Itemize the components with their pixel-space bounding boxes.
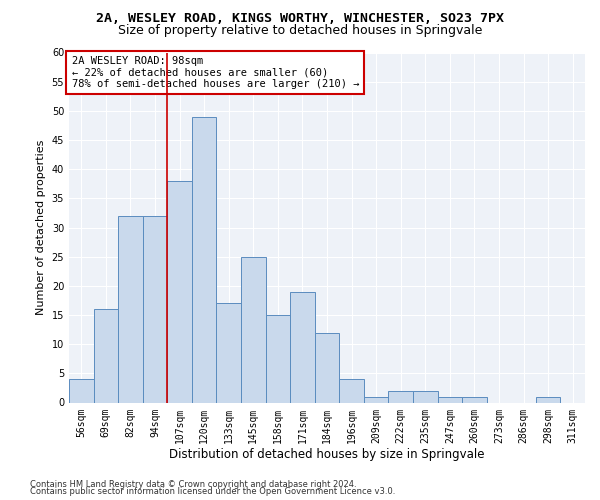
Bar (290, 292, 315, 403)
Bar (364, 396, 388, 402)
Text: Contains public sector information licensed under the Open Government Licence v3: Contains public sector information licen… (30, 488, 395, 496)
Text: 2A WESLEY ROAD: 98sqm
← 22% of detached houses are smaller (60)
78% of semi-deta: 2A WESLEY ROAD: 98sqm ← 22% of detached … (71, 56, 359, 89)
Bar (413, 391, 437, 402)
Text: Size of property relative to detached houses in Springvale: Size of property relative to detached ho… (118, 24, 482, 37)
Bar (192, 116, 217, 403)
Bar (143, 216, 167, 402)
Y-axis label: Number of detached properties: Number of detached properties (36, 140, 46, 315)
Bar (536, 396, 560, 402)
Bar (388, 391, 413, 402)
Bar (339, 379, 364, 402)
Bar (118, 216, 143, 402)
X-axis label: Distribution of detached houses by size in Springvale: Distribution of detached houses by size … (169, 448, 485, 461)
Bar (315, 332, 339, 402)
Bar (462, 396, 487, 402)
Bar (69, 379, 94, 402)
Text: Contains HM Land Registry data © Crown copyright and database right 2024.: Contains HM Land Registry data © Crown c… (30, 480, 356, 489)
Bar (167, 181, 192, 402)
Bar (94, 309, 118, 402)
Bar (217, 304, 241, 402)
Bar (437, 396, 462, 402)
Bar (266, 315, 290, 402)
Bar (241, 256, 266, 402)
Text: 2A, WESLEY ROAD, KINGS WORTHY, WINCHESTER, SO23 7PX: 2A, WESLEY ROAD, KINGS WORTHY, WINCHESTE… (96, 12, 504, 26)
